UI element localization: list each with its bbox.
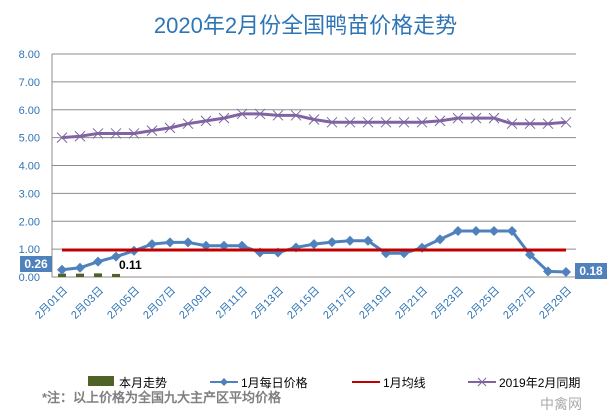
legend-marker xyxy=(220,378,228,386)
diamond-marker xyxy=(237,240,247,251)
x-marker xyxy=(254,108,266,120)
chart-title: 2020年2月份全国鸭苗价格走势 xyxy=(153,13,458,38)
x-marker xyxy=(416,116,428,128)
legend-marker xyxy=(477,377,487,387)
x-tick-label: 2月15日 xyxy=(285,285,322,322)
x-marker xyxy=(344,116,356,128)
x-tick-label: 2月05日 xyxy=(105,285,142,322)
x-marker xyxy=(362,116,374,128)
diamond-marker xyxy=(525,249,535,260)
series-line xyxy=(61,112,567,140)
y-tick-label: 0.00 xyxy=(19,272,40,284)
y-tick-label: 2.00 xyxy=(19,216,40,228)
data-label-box xyxy=(575,263,607,279)
data-label: 0.18 xyxy=(579,264,603,278)
legend-label: 本月走势 xyxy=(119,376,167,390)
x-marker xyxy=(488,112,500,124)
x-tick-label: 2月21日 xyxy=(393,285,430,322)
y-tick-label: 1.00 xyxy=(19,244,40,256)
x-marker xyxy=(452,112,464,124)
footnote: *注：以上价格为全国九大主产区平均价格 xyxy=(42,390,282,405)
legend-label: 1月均线 xyxy=(383,376,426,390)
x-tick-label: 2月19日 xyxy=(357,285,394,322)
diamond-marker xyxy=(111,251,121,262)
x-tick-label: 2月29日 xyxy=(537,285,574,322)
x-marker xyxy=(398,116,410,128)
y-tick-label: 5.00 xyxy=(19,133,40,145)
legend-label: 1月每日价格 xyxy=(241,375,308,390)
diamond-marker xyxy=(327,237,337,248)
diamond-marker xyxy=(345,235,355,246)
y-tick-label: 3.00 xyxy=(19,188,40,200)
x-marker xyxy=(326,116,338,128)
x-tick-label: 2月25日 xyxy=(465,285,502,322)
diamond-marker xyxy=(453,226,463,237)
x-marker xyxy=(146,125,158,137)
diamond-marker xyxy=(183,237,193,248)
x-marker xyxy=(74,130,86,142)
x-marker xyxy=(290,109,302,121)
y-tick-label: 6.00 xyxy=(19,105,40,117)
x-tick-label: 2月07日 xyxy=(141,285,178,322)
bar-mark xyxy=(94,273,102,277)
diamond-marker xyxy=(165,237,175,248)
x-tick-label: 2月11日 xyxy=(214,285,250,321)
diamond-marker xyxy=(363,235,373,246)
x-marker xyxy=(542,118,554,130)
x-marker xyxy=(56,132,68,143)
diamond-marker xyxy=(147,239,157,250)
bar-mark xyxy=(58,273,66,277)
watermark: 中禽网 xyxy=(540,396,582,412)
x-marker xyxy=(218,112,230,124)
x-marker xyxy=(164,122,176,134)
diamond-marker xyxy=(201,240,211,251)
diamond-marker xyxy=(489,226,499,237)
diamond-marker xyxy=(75,262,85,273)
x-tick-label: 2月27日 xyxy=(501,285,538,322)
diamond-marker xyxy=(93,256,103,267)
y-tick-label: 4.00 xyxy=(19,161,40,173)
x-marker xyxy=(380,116,392,128)
diamond-marker xyxy=(309,239,319,250)
x-marker xyxy=(434,115,446,127)
x-marker xyxy=(308,114,320,125)
legend-swatch xyxy=(88,376,114,386)
data-label-box xyxy=(20,256,52,272)
x-tick-label: 2月17日 xyxy=(321,285,358,322)
x-marker xyxy=(128,128,140,139)
diamond-marker xyxy=(219,240,229,251)
x-marker xyxy=(110,128,122,139)
x-tick-label: 2月03日 xyxy=(69,285,106,322)
y-tick-label: 7.00 xyxy=(19,77,40,89)
x-marker xyxy=(236,108,248,120)
diamond-marker xyxy=(507,226,517,237)
diamond-marker xyxy=(435,234,445,245)
y-tick-label: 8.00 xyxy=(19,49,40,61)
x-marker xyxy=(506,118,518,130)
x-tick-label: 2月01日 xyxy=(33,285,70,322)
x-marker xyxy=(182,118,194,130)
diamond-marker xyxy=(57,264,67,275)
bar-mark xyxy=(112,273,120,277)
x-marker xyxy=(524,118,536,130)
data-label: 0.11 xyxy=(119,258,142,272)
bar-mark xyxy=(76,273,84,277)
x-tick-label: 2月13日 xyxy=(249,285,286,322)
x-tick-label: 2月09日 xyxy=(177,285,214,322)
x-marker xyxy=(92,128,104,139)
x-marker xyxy=(560,116,572,128)
x-marker xyxy=(200,115,212,127)
legend-label: 2019年2月同期 xyxy=(499,376,580,390)
data-label: 0.26 xyxy=(24,257,48,271)
x-marker xyxy=(470,112,482,124)
x-tick-label: 2月23日 xyxy=(429,285,466,322)
diamond-marker xyxy=(561,266,571,277)
x-marker xyxy=(272,109,284,121)
diamond-marker xyxy=(543,266,553,277)
diamond-marker xyxy=(471,226,481,237)
